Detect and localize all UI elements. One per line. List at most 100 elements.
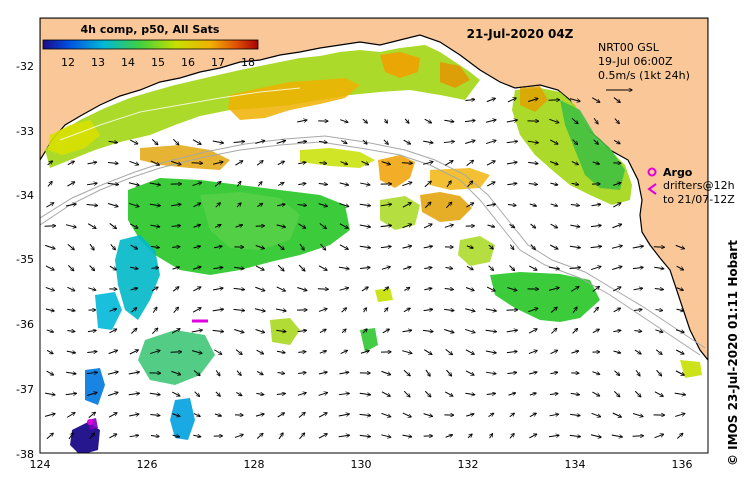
current-arrow (255, 329, 265, 333)
current-arrow (465, 328, 475, 332)
current-arrow (592, 329, 599, 334)
current-arrow (86, 183, 97, 185)
current-arrow (465, 99, 474, 100)
current-arrow (107, 203, 118, 206)
current-arrow (233, 141, 245, 142)
current-arrow (466, 203, 473, 208)
current-arrow (423, 413, 433, 417)
current-arrow (341, 329, 346, 334)
current-arrow (193, 203, 200, 208)
current-arrow (191, 163, 203, 164)
current-arrow (109, 329, 117, 334)
current-arrow (319, 351, 326, 353)
current-arrow (89, 243, 94, 250)
current-arrow (506, 330, 518, 332)
current-arrow (654, 267, 663, 269)
current-arrow (212, 330, 224, 331)
current-arrow (150, 225, 159, 227)
current-arrow (381, 161, 391, 165)
current-arrow (44, 414, 55, 417)
credit-text: © IMOS 23-Jul-2020 01:11 Hobart (726, 240, 740, 466)
current-arrow (66, 413, 75, 418)
current-arrow (530, 223, 536, 228)
current-arrow (151, 287, 158, 292)
current-arrow (235, 161, 242, 166)
current-arrow (255, 414, 264, 416)
scale-label: 0.5m/s (1kt 24h) (598, 69, 690, 82)
current-arrow (633, 288, 643, 290)
current-arrow (129, 223, 138, 228)
x-tick-label: 124 (30, 458, 51, 471)
current-arrow (359, 204, 370, 205)
current-arrow (233, 288, 245, 289)
argo-legend: Argo drifters@12h to 21/07-12Z (647, 166, 735, 206)
current-arrow (485, 120, 496, 123)
colorbar-tick: 15 (151, 56, 165, 69)
current-arrow (676, 288, 683, 290)
current-arrow (360, 351, 369, 354)
current-arrow (360, 267, 370, 268)
current-arrow (129, 160, 139, 164)
current-arrow (506, 141, 518, 142)
current-arrow (466, 160, 474, 167)
current-arrow (444, 391, 453, 396)
current-arrow (234, 267, 244, 268)
current-arrow (277, 413, 285, 418)
current-arrow (277, 244, 284, 249)
y-tick-label: -34 (16, 189, 34, 202)
current-arrow (590, 434, 601, 438)
current-arrow (46, 203, 53, 208)
x-tick-label: 128 (244, 458, 265, 471)
current-arrow (403, 369, 410, 375)
current-arrow (488, 413, 493, 418)
current-arrow (257, 203, 262, 207)
current-arrow (276, 286, 286, 291)
current-arrow (67, 309, 75, 310)
current-vectors (44, 97, 686, 440)
current-arrow (549, 414, 559, 416)
current-arrow (338, 267, 349, 269)
current-arrow (529, 372, 537, 374)
current-arrow (88, 288, 95, 290)
isobath-lines (40, 135, 706, 356)
current-arrow (488, 265, 494, 271)
current-arrow (359, 414, 371, 415)
current-arrow (614, 391, 619, 396)
current-arrow (172, 435, 180, 437)
current-arrow (487, 225, 494, 227)
current-arrow (485, 309, 496, 311)
current-arrow (338, 414, 349, 416)
current-arrow (192, 308, 201, 313)
current-arrow (402, 203, 411, 208)
current-arrow (194, 391, 200, 397)
current-arrow (318, 141, 327, 142)
current-arrow (339, 244, 348, 249)
current-arrow (466, 265, 473, 269)
current-arrow (550, 372, 557, 373)
current-arrow (383, 287, 389, 292)
current-arrow (339, 288, 349, 291)
current-arrow (402, 246, 412, 249)
current-arrow (486, 372, 496, 373)
colorbar-tick: 17 (211, 56, 225, 69)
contour-line (59, 87, 301, 141)
current-arrow (613, 308, 621, 313)
current-arrow (318, 393, 328, 396)
x-axis: 124 126 128 130 132 134 136 (30, 458, 693, 471)
current-arrow (359, 393, 371, 395)
current-arrow (193, 413, 200, 417)
current-arrow (45, 244, 55, 248)
current-arrow (46, 433, 53, 440)
current-arrow (234, 329, 243, 333)
current-arrow (614, 118, 619, 124)
current-arrow (193, 370, 200, 375)
current-arrow (213, 267, 222, 268)
current-arrow (403, 390, 410, 397)
current-arrow (612, 287, 621, 292)
map-frame (39, 17, 709, 454)
current-arrow (632, 246, 643, 248)
current-arrow (592, 371, 599, 375)
current-arrow (255, 286, 264, 290)
current-arrow (529, 434, 536, 439)
current-arrow (465, 370, 474, 375)
